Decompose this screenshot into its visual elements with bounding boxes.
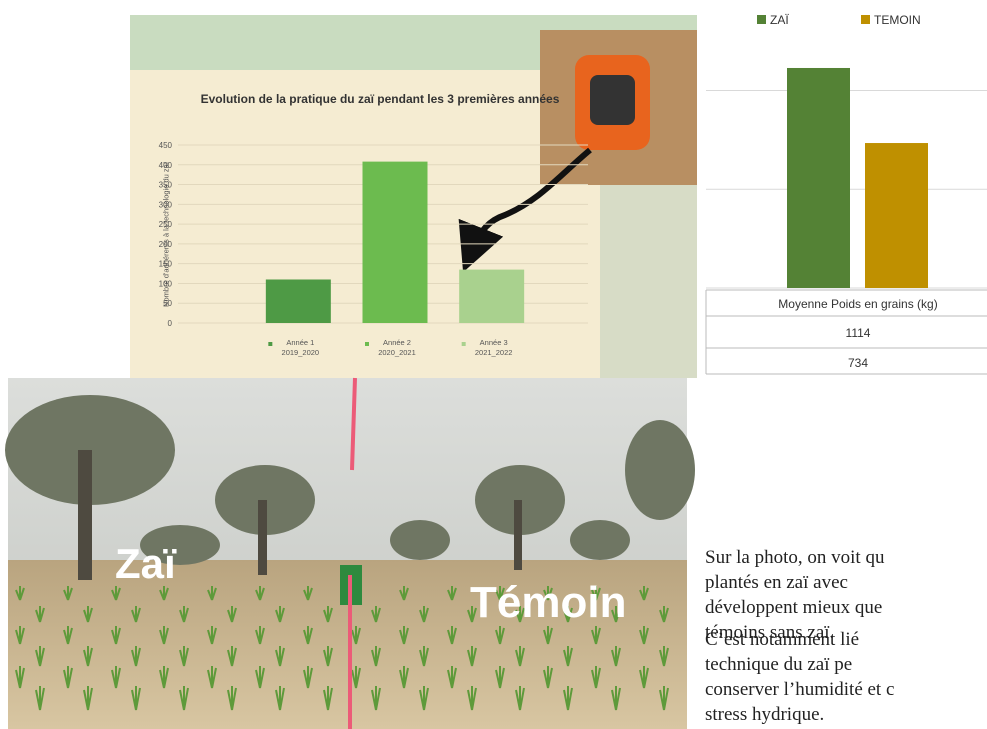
text-line: conserver l’humidité et c [705,677,987,702]
legend-label: TEMOIN [874,13,921,27]
category-label: Année 2 2020_2021 [371,338,423,358]
legend-swatch [757,15,766,24]
legend-swatch [365,342,369,346]
page: Zaï Témoin 05010015020025030035040045011… [0,0,987,729]
bar [865,143,928,288]
text-line: développent mieux que [705,595,987,620]
text-line: plantés en zaï avec [705,570,987,595]
text-line: Sur la photo, on voit qu [705,545,987,570]
category-label: Année 1 2019_2020 [274,338,326,358]
text-line: C’est notamment lié [705,627,987,652]
legend-label: ZAÏ [770,13,789,27]
bar [459,270,524,323]
bar [266,279,331,323]
table-value: 1114 [846,326,871,340]
text-line: stress hydrique. [705,702,987,727]
legend-swatch [861,15,870,24]
drill-engine [590,75,635,125]
legend-swatch [268,342,272,346]
photo-label: Témoin [470,578,626,627]
chart-title: Evolution de la pratique du zaï pendant … [180,91,580,107]
y-tick-label: 450 [159,141,173,150]
y-axis-label: Nombre d'adhérents à la technologie du z… [162,155,171,315]
bar [787,68,850,288]
text-line: technique du zaï pe [705,652,987,677]
backdrop-side [600,180,697,378]
category-label: Année 3 2021_2022 [468,338,520,358]
category-label: Moyenne Poids en grains (kg) [778,297,937,311]
bar [363,162,428,323]
paragraph: C’est notamment liétechnique du zaï peco… [705,627,987,727]
legend-swatch [462,342,466,346]
table-value: 734 [848,356,868,370]
photo-label: Zaï [115,540,177,587]
y-tick-label: 0 [168,319,173,328]
